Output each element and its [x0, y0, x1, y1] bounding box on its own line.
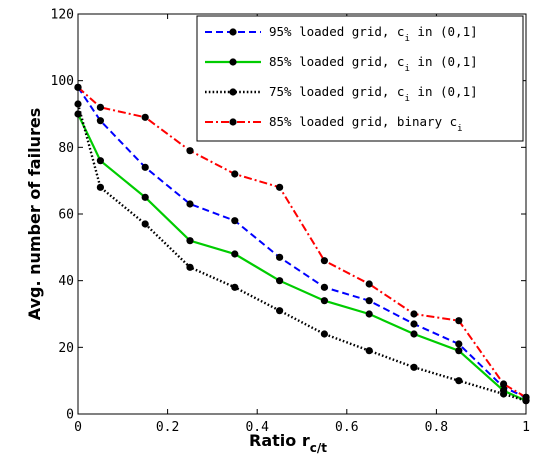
legend-label: 95% loaded grid, ci in (0,1]: [269, 24, 478, 44]
data-point: [231, 283, 239, 291]
data-point: [410, 363, 418, 371]
x-tick-label: 0: [74, 420, 82, 435]
legend-marker: [229, 118, 237, 126]
data-point: [231, 170, 239, 178]
data-point: [96, 183, 104, 191]
legend-entry: 75% loaded grid, ci in (0,1]: [205, 84, 478, 104]
data-point: [231, 250, 239, 258]
x-axis-title: Ratio rc/t: [249, 431, 327, 455]
data-point: [276, 253, 284, 261]
data-point: [320, 257, 328, 265]
series-line: [77, 113, 527, 402]
x-tick-label: 0.8: [425, 420, 448, 435]
data-point: [500, 380, 508, 388]
legend-marker: [229, 88, 237, 96]
data-point: [455, 317, 463, 325]
legend-entry: 85% loaded grid, binary ci: [205, 114, 463, 134]
x-tick-label: 0.4: [245, 420, 269, 435]
data-point: [410, 330, 418, 338]
data-point: [500, 390, 508, 398]
x-tick-label: 0.2: [156, 420, 179, 435]
legend-marker: [229, 58, 237, 66]
data-point: [410, 310, 418, 318]
y-tick-label: 0: [66, 408, 74, 423]
legend-label: 85% loaded grid, binary ci: [269, 114, 463, 134]
data-point: [141, 163, 149, 171]
data-point: [186, 237, 194, 245]
data-point: [410, 320, 418, 328]
data-point: [186, 147, 194, 155]
series-line: [77, 86, 527, 399]
data-point: [365, 310, 373, 318]
series-3: [74, 100, 530, 405]
x-tick-label: 0.6: [335, 420, 358, 435]
legend-box: [196, 15, 524, 142]
legend-label: 85% loaded grid, ci in (0,1]: [269, 54, 478, 74]
data-point: [320, 330, 328, 338]
data-point: [276, 277, 284, 285]
y-axis-title: Avg. number of failures: [25, 108, 44, 320]
legend-marker: [229, 28, 237, 36]
data-point: [96, 157, 104, 165]
legend-entry: 95% loaded grid, ci in (0,1]: [205, 24, 478, 44]
y-tick-label: 60: [58, 208, 74, 223]
data-point: [365, 347, 373, 355]
x-tick-label: 1: [522, 420, 530, 435]
data-point: [455, 347, 463, 355]
data-point: [276, 183, 284, 191]
data-point: [141, 193, 149, 201]
y-tick-label: 100: [51, 74, 74, 89]
data-point: [141, 220, 149, 228]
data-point: [96, 117, 104, 125]
data-point: [320, 283, 328, 291]
y-tick-label: 40: [58, 274, 74, 289]
series-line: [76, 103, 527, 402]
data-point: [365, 280, 373, 288]
data-point: [276, 307, 284, 315]
data-point: [320, 297, 328, 305]
series-line: [77, 86, 527, 399]
ticks-layer: 0 0.2 0.4 0.6 0.8 1 0 20 40 60 80 100 120: [51, 8, 530, 436]
data-point: [141, 113, 149, 121]
data-point: [186, 200, 194, 208]
data-point: [231, 217, 239, 225]
y-tick-label: 20: [58, 341, 74, 356]
data-point: [186, 263, 194, 271]
legend: 95% loaded grid, ci in (0,1] 85% loaded g…: [196, 15, 524, 142]
legend-label: 75% loaded grid, ci in (0,1]: [269, 84, 478, 104]
y-tick-label: 80: [58, 141, 74, 156]
series-layer: [74, 83, 530, 405]
series-2: [74, 110, 530, 405]
data-point: [365, 297, 373, 305]
data-point: [96, 103, 104, 111]
legend-entry: 85% loaded grid, ci in (0,1]: [205, 54, 478, 74]
data-point: [455, 377, 463, 385]
y-tick-label: 120: [51, 8, 74, 23]
data-point: [455, 340, 463, 348]
series-4: [74, 83, 530, 401]
